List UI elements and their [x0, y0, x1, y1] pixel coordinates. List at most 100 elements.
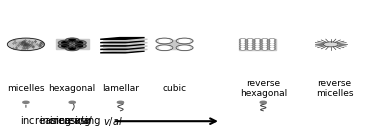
- Circle shape: [254, 45, 261, 48]
- Circle shape: [263, 48, 266, 49]
- Polygon shape: [103, 39, 147, 41]
- Circle shape: [256, 42, 259, 43]
- Circle shape: [58, 40, 72, 45]
- Bar: [160, 43, 169, 45]
- Polygon shape: [103, 46, 147, 48]
- Circle shape: [72, 44, 86, 48]
- FancyBboxPatch shape: [239, 39, 276, 50]
- Circle shape: [69, 39, 76, 42]
- Circle shape: [240, 43, 246, 45]
- Circle shape: [156, 38, 173, 44]
- Circle shape: [241, 44, 244, 45]
- Circle shape: [62, 42, 69, 44]
- Circle shape: [269, 41, 275, 43]
- Circle shape: [262, 45, 268, 48]
- Circle shape: [270, 46, 274, 47]
- Circle shape: [241, 48, 244, 49]
- Circle shape: [270, 42, 274, 43]
- Circle shape: [176, 38, 193, 44]
- Circle shape: [176, 45, 193, 51]
- Circle shape: [247, 45, 253, 48]
- Circle shape: [269, 43, 275, 45]
- Circle shape: [269, 48, 275, 50]
- Polygon shape: [103, 43, 147, 44]
- Text: cubic: cubic: [162, 84, 187, 93]
- Circle shape: [263, 42, 266, 43]
- Circle shape: [249, 44, 252, 45]
- FancyBboxPatch shape: [56, 40, 89, 49]
- Circle shape: [240, 45, 246, 48]
- Circle shape: [72, 40, 86, 45]
- Circle shape: [254, 41, 261, 43]
- Circle shape: [117, 101, 123, 103]
- Text: reverse
hexagonal: reverse hexagonal: [240, 79, 287, 98]
- Circle shape: [247, 48, 253, 50]
- Circle shape: [256, 44, 259, 45]
- Circle shape: [180, 39, 190, 43]
- Circle shape: [256, 39, 259, 40]
- Circle shape: [62, 45, 69, 47]
- Circle shape: [269, 45, 275, 48]
- Circle shape: [7, 38, 44, 51]
- Circle shape: [249, 42, 252, 43]
- Circle shape: [241, 42, 244, 43]
- Text: lamellar: lamellar: [102, 84, 139, 93]
- Text: $v/al$: $v/al$: [103, 115, 123, 128]
- Circle shape: [247, 41, 253, 43]
- Circle shape: [256, 48, 259, 49]
- Circle shape: [180, 46, 190, 49]
- Circle shape: [260, 101, 266, 103]
- Circle shape: [270, 44, 274, 45]
- Polygon shape: [100, 48, 145, 49]
- Circle shape: [323, 42, 338, 47]
- Circle shape: [270, 48, 274, 49]
- Circle shape: [240, 48, 246, 50]
- Circle shape: [241, 46, 244, 47]
- Bar: [180, 43, 189, 45]
- Circle shape: [69, 101, 75, 103]
- Circle shape: [249, 39, 252, 40]
- Circle shape: [249, 46, 252, 47]
- Circle shape: [263, 46, 266, 47]
- Circle shape: [262, 39, 268, 41]
- Circle shape: [76, 42, 83, 44]
- Circle shape: [249, 48, 252, 49]
- Polygon shape: [100, 41, 145, 43]
- Circle shape: [240, 39, 246, 41]
- Circle shape: [160, 39, 170, 43]
- Circle shape: [263, 39, 266, 40]
- Text: increasing $v/al$: increasing $v/al$: [20, 114, 93, 128]
- Circle shape: [16, 41, 36, 48]
- Circle shape: [254, 43, 261, 45]
- Circle shape: [160, 46, 170, 49]
- Circle shape: [262, 48, 268, 50]
- Circle shape: [256, 46, 259, 47]
- Text: hexagonal: hexagonal: [49, 84, 96, 93]
- Circle shape: [20, 42, 27, 45]
- Text: increasing: increasing: [50, 116, 103, 126]
- Circle shape: [240, 41, 246, 43]
- Circle shape: [263, 44, 266, 45]
- Circle shape: [254, 39, 261, 41]
- Circle shape: [247, 39, 253, 41]
- Circle shape: [23, 101, 29, 103]
- Text: reverse
micelles: reverse micelles: [316, 79, 354, 98]
- Bar: [171, 40, 178, 42]
- Polygon shape: [100, 44, 145, 46]
- Circle shape: [262, 43, 268, 45]
- Circle shape: [76, 45, 83, 47]
- Circle shape: [269, 39, 275, 41]
- Bar: [171, 46, 178, 49]
- Text: micelles: micelles: [7, 84, 45, 93]
- Circle shape: [270, 39, 274, 40]
- Circle shape: [69, 47, 76, 49]
- Circle shape: [156, 45, 173, 51]
- Polygon shape: [100, 38, 145, 39]
- Circle shape: [65, 38, 79, 43]
- Circle shape: [241, 39, 244, 40]
- Bar: [171, 43, 179, 46]
- Polygon shape: [103, 49, 147, 51]
- Circle shape: [247, 43, 253, 45]
- Circle shape: [58, 44, 72, 48]
- Text: increasing: increasing: [40, 116, 93, 126]
